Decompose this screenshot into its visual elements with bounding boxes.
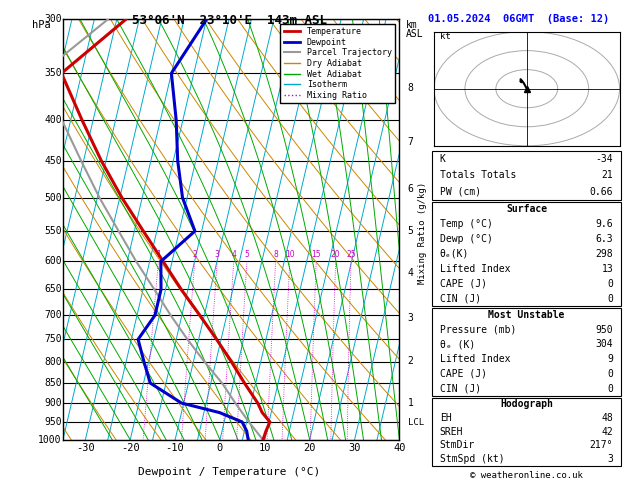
Text: 350: 350 [44, 68, 62, 78]
Text: 1000: 1000 [38, 435, 62, 445]
Text: 3: 3 [214, 250, 220, 260]
Text: kt: kt [440, 32, 451, 41]
Text: θₑ(K): θₑ(K) [440, 249, 469, 259]
Text: 21: 21 [601, 171, 613, 180]
Text: 13: 13 [601, 264, 613, 274]
Text: 950: 950 [596, 325, 613, 335]
Text: 2: 2 [408, 356, 413, 366]
Text: 30: 30 [348, 443, 361, 453]
Text: 1: 1 [156, 250, 161, 260]
Text: 850: 850 [44, 378, 62, 388]
Text: 0: 0 [608, 294, 613, 304]
Text: -20: -20 [121, 443, 140, 453]
Text: 01.05.2024  06GMT  (Base: 12): 01.05.2024 06GMT (Base: 12) [428, 14, 610, 24]
Text: hPa: hPa [31, 20, 50, 31]
Text: 48: 48 [601, 413, 613, 423]
Text: km: km [406, 20, 418, 31]
FancyBboxPatch shape [432, 398, 621, 466]
Text: 304: 304 [596, 340, 613, 349]
Text: -10: -10 [165, 443, 184, 453]
Text: 650: 650 [44, 284, 62, 295]
Text: 25: 25 [346, 250, 356, 260]
Text: 2: 2 [192, 250, 197, 260]
Text: 7: 7 [408, 137, 413, 147]
Text: -34: -34 [596, 154, 613, 164]
Text: 4: 4 [408, 268, 413, 278]
Text: 20: 20 [331, 250, 340, 260]
Text: CAPE (J): CAPE (J) [440, 279, 487, 289]
Text: Most Unstable: Most Unstable [488, 310, 565, 320]
FancyBboxPatch shape [432, 202, 621, 306]
Text: 217°: 217° [590, 440, 613, 450]
Text: 750: 750 [44, 334, 62, 345]
Text: 500: 500 [44, 193, 62, 203]
Text: 950: 950 [44, 417, 62, 427]
Text: SREH: SREH [440, 427, 463, 436]
Text: StmDir: StmDir [440, 440, 475, 450]
Text: 53°06'N  23°10'E  143m ASL: 53°06'N 23°10'E 143m ASL [132, 14, 327, 27]
Text: 40: 40 [393, 443, 406, 453]
Text: Totals Totals: Totals Totals [440, 171, 516, 180]
Text: Pressure (mb): Pressure (mb) [440, 325, 516, 335]
Text: -30: -30 [76, 443, 95, 453]
Text: 15: 15 [311, 250, 321, 260]
Text: CIN (J): CIN (J) [440, 294, 481, 304]
Text: CIN (J): CIN (J) [440, 384, 481, 394]
Text: 42: 42 [601, 427, 613, 436]
Text: Lifted Index: Lifted Index [440, 264, 510, 274]
Legend: Temperature, Dewpoint, Parcel Trajectory, Dry Adiabat, Wet Adiabat, Isotherm, Mi: Temperature, Dewpoint, Parcel Trajectory… [281, 24, 395, 103]
Text: K: K [440, 154, 445, 164]
Text: Dewpoint / Temperature (°C): Dewpoint / Temperature (°C) [138, 467, 321, 477]
Text: ASL: ASL [406, 29, 423, 39]
Text: 9.6: 9.6 [596, 219, 613, 229]
Text: 550: 550 [44, 226, 62, 236]
Text: LCL: LCL [408, 418, 424, 427]
Text: 600: 600 [44, 257, 62, 266]
Text: 1: 1 [408, 398, 413, 408]
Text: 5: 5 [408, 226, 413, 236]
Text: 0: 0 [608, 279, 613, 289]
Text: 700: 700 [44, 310, 62, 320]
Text: © weatheronline.co.uk: © weatheronline.co.uk [470, 471, 583, 480]
Text: StmSpd (kt): StmSpd (kt) [440, 454, 504, 464]
Text: 4: 4 [231, 250, 236, 260]
Text: 900: 900 [44, 398, 62, 408]
Text: 800: 800 [44, 357, 62, 367]
Text: 300: 300 [44, 15, 62, 24]
Text: PW (cm): PW (cm) [440, 187, 481, 197]
Text: 0: 0 [608, 369, 613, 379]
Text: Hodograph: Hodograph [500, 399, 553, 409]
Text: 8: 8 [408, 83, 413, 93]
Text: 5: 5 [245, 250, 249, 260]
FancyBboxPatch shape [432, 151, 621, 200]
Text: Surface: Surface [506, 204, 547, 214]
Text: 9: 9 [608, 354, 613, 364]
Text: 6.3: 6.3 [596, 234, 613, 244]
Text: 10: 10 [285, 250, 294, 260]
Text: 298: 298 [596, 249, 613, 259]
Text: 400: 400 [44, 115, 62, 125]
Text: CAPE (J): CAPE (J) [440, 369, 487, 379]
Text: 10: 10 [259, 443, 271, 453]
FancyBboxPatch shape [432, 308, 621, 396]
Text: Lifted Index: Lifted Index [440, 354, 510, 364]
Text: 0.66: 0.66 [590, 187, 613, 197]
Text: 450: 450 [44, 156, 62, 166]
Text: 20: 20 [303, 443, 316, 453]
Text: 8: 8 [273, 250, 278, 260]
Text: 6: 6 [408, 184, 413, 193]
Text: 3: 3 [408, 313, 413, 323]
Text: 0: 0 [608, 384, 613, 394]
Text: 0: 0 [217, 443, 223, 453]
Text: Mixing Ratio (g/kg): Mixing Ratio (g/kg) [418, 182, 427, 284]
Text: Temp (°C): Temp (°C) [440, 219, 493, 229]
Text: 3: 3 [608, 454, 613, 464]
Text: θₑ (K): θₑ (K) [440, 340, 475, 349]
Text: EH: EH [440, 413, 452, 423]
Text: Dewp (°C): Dewp (°C) [440, 234, 493, 244]
